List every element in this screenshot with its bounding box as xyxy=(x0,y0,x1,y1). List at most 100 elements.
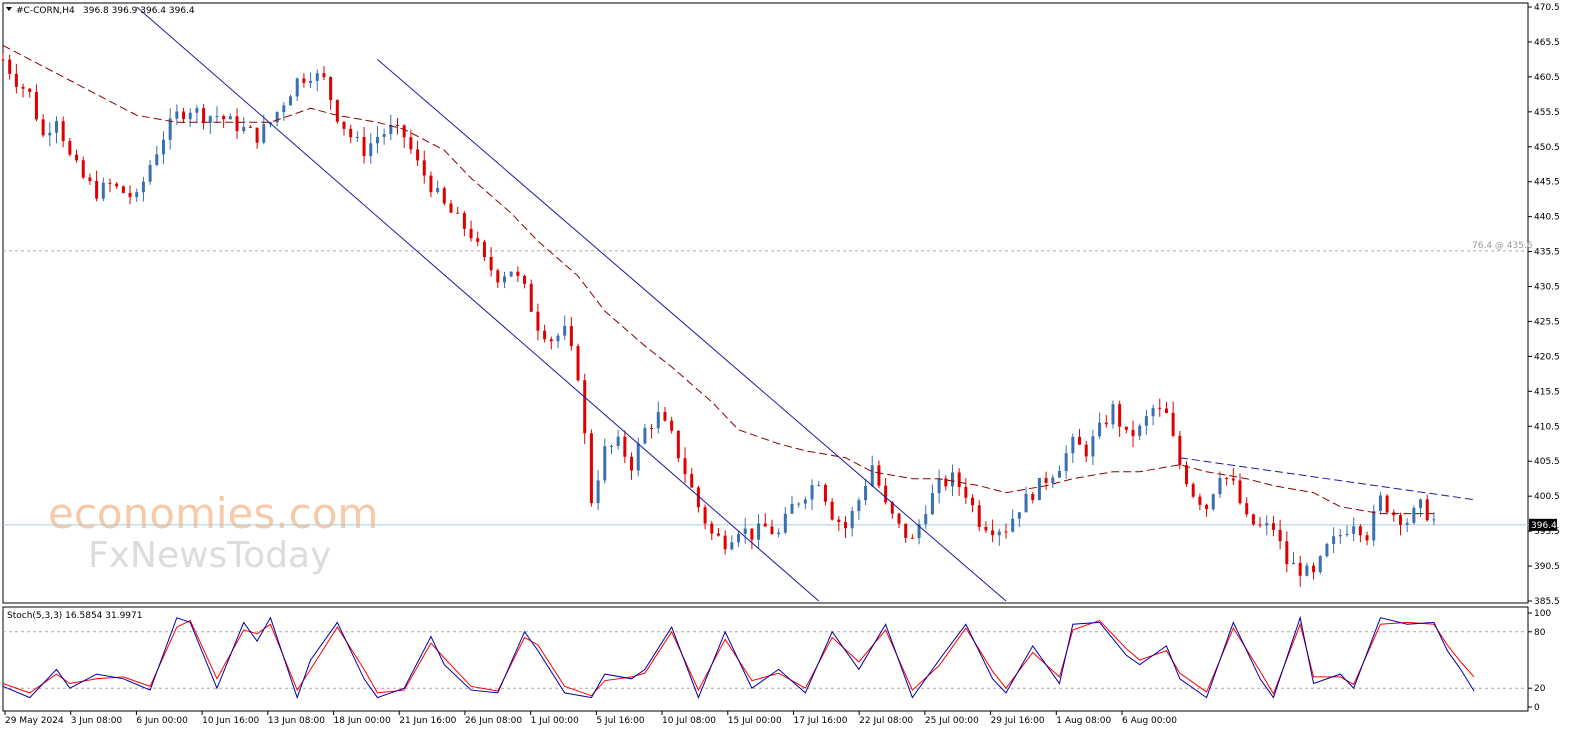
candle xyxy=(1251,513,1255,526)
candle-body xyxy=(971,497,975,506)
candle-body xyxy=(864,485,868,501)
candle-body xyxy=(182,111,186,120)
candle-body xyxy=(242,126,246,132)
candle xyxy=(476,231,480,247)
candle-body xyxy=(389,124,393,135)
candle xyxy=(1352,517,1356,542)
candle-body xyxy=(1131,429,1135,437)
candle-body xyxy=(1318,556,1322,573)
x-tick-label: 6 Aug 00:00 xyxy=(1122,716,1177,726)
candle xyxy=(222,114,226,129)
candle-body xyxy=(14,73,18,87)
candle xyxy=(850,507,854,537)
y-tick-label: 465.5 xyxy=(1534,38,1560,48)
candle xyxy=(650,423,654,439)
candle-body xyxy=(322,73,326,78)
candle-body xyxy=(770,526,774,535)
candle xyxy=(1104,415,1108,428)
candle xyxy=(589,429,593,507)
candle xyxy=(469,220,473,242)
candle-body xyxy=(115,183,119,187)
candle-body xyxy=(1298,562,1302,576)
candle xyxy=(442,186,446,206)
candle xyxy=(168,108,172,150)
candle-body xyxy=(1104,422,1108,425)
candle-body xyxy=(155,154,159,165)
x-tick-label: 1 Jul 00:00 xyxy=(531,716,580,726)
candle-body xyxy=(977,505,981,527)
candle-body xyxy=(469,228,473,239)
candle-body xyxy=(844,521,848,529)
header-symbol: #C-CORN,H4 xyxy=(16,6,75,16)
candle-body xyxy=(630,456,634,471)
candle-body xyxy=(1205,504,1209,510)
candle-body xyxy=(676,430,680,459)
candle xyxy=(362,126,366,164)
candle xyxy=(523,274,527,289)
candle xyxy=(108,178,112,193)
candle-body xyxy=(108,182,112,184)
candle xyxy=(369,133,373,164)
candle-body xyxy=(703,507,707,524)
candle xyxy=(757,514,761,549)
y-tick-label: 460.5 xyxy=(1534,73,1560,83)
candle-body xyxy=(1064,453,1068,471)
candle-body xyxy=(877,465,881,486)
candle xyxy=(556,332,560,349)
candle xyxy=(1298,555,1302,587)
x-tick-label: 18 Jun 00:00 xyxy=(334,716,391,726)
candle xyxy=(1378,491,1382,515)
candle xyxy=(770,519,774,535)
candle xyxy=(1098,412,1102,439)
candle-body xyxy=(342,121,346,129)
candle xyxy=(1312,562,1316,580)
candle xyxy=(175,104,179,125)
candle-body xyxy=(710,523,714,534)
candle-body xyxy=(195,108,199,113)
candle xyxy=(322,66,326,81)
candle xyxy=(1024,486,1028,513)
candle-body xyxy=(663,411,667,421)
candle xyxy=(1325,542,1329,558)
candle xyxy=(389,114,393,141)
candle xyxy=(48,122,52,147)
candle xyxy=(1205,503,1209,517)
candle-body xyxy=(416,149,420,161)
candle-body xyxy=(743,528,747,534)
candle xyxy=(516,266,520,283)
candle-body xyxy=(208,116,212,123)
candle-body xyxy=(1138,425,1142,437)
current-price-label: 396.4 xyxy=(1531,521,1557,531)
candle xyxy=(8,54,12,80)
candle-body xyxy=(1171,412,1175,436)
candle-body xyxy=(215,115,219,117)
candle xyxy=(670,416,674,434)
candle xyxy=(449,199,453,213)
candle xyxy=(295,77,299,101)
stoch-tick-label: 20 xyxy=(1534,684,1546,694)
candle-body xyxy=(101,182,105,199)
candle xyxy=(897,512,901,529)
candle xyxy=(496,268,500,288)
candle-body xyxy=(409,137,413,150)
candle-body xyxy=(1124,426,1128,430)
candle xyxy=(884,478,888,505)
x-tick-label: 3 Jun 08:00 xyxy=(71,716,123,726)
candle xyxy=(429,171,433,198)
candle xyxy=(235,108,239,139)
candle xyxy=(984,521,988,534)
candle xyxy=(141,176,145,202)
x-tick-label: 1 Aug 08:00 xyxy=(1056,716,1111,726)
candle-body xyxy=(1332,536,1336,544)
candle xyxy=(289,94,293,106)
candle-body xyxy=(596,480,600,504)
candle-body xyxy=(1358,526,1362,536)
candle xyxy=(1372,504,1376,547)
candle-body xyxy=(523,275,527,284)
candle-body xyxy=(803,499,807,504)
candle-body xyxy=(1378,495,1382,511)
candle-body xyxy=(1425,499,1429,521)
candle xyxy=(402,124,406,149)
current-price-box xyxy=(1529,518,1557,531)
candle xyxy=(596,470,600,511)
